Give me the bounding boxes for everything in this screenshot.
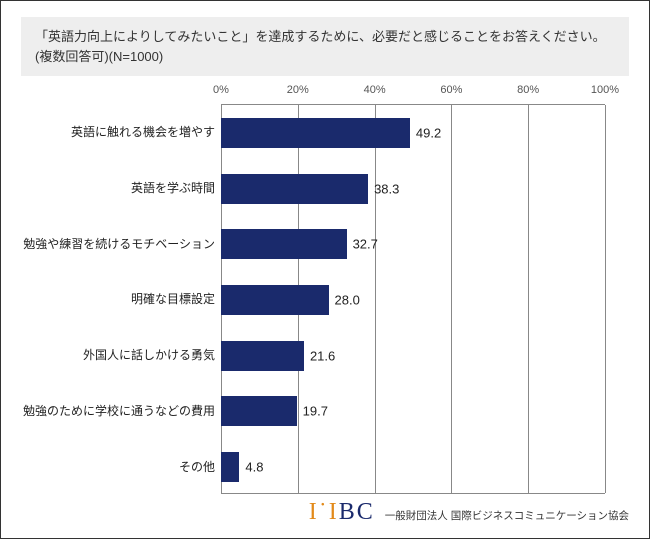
bar: 19.7 [221, 396, 297, 426]
bar-row: 21.6 [221, 328, 605, 384]
x-tick-label: 60% [440, 84, 462, 96]
value-label: 38.3 [374, 181, 399, 196]
x-tick-label: 0% [213, 84, 229, 96]
x-axis: 0%20%40%60%80%100% [221, 84, 605, 104]
bar-row: 38.3 [221, 161, 605, 217]
category-labels-column: 英語に触れる機会を増やす英語を学ぶ時間勉強や練習を続けるモチベーション明確な目標… [21, 104, 221, 494]
gridline [605, 105, 606, 493]
bar-row: 49.2 [221, 105, 605, 161]
value-label: 4.8 [245, 460, 263, 475]
x-tick-label: 100% [591, 84, 619, 96]
value-label: 21.6 [310, 348, 335, 363]
x-tick-label: 20% [287, 84, 309, 96]
bar-row: 28.0 [221, 272, 605, 328]
category-label: 外国人に話しかける勇気 [21, 346, 215, 363]
bar-row: 19.7 [221, 384, 605, 440]
chart-area: 0% 20% 40% 60% 80% 100% 英語に触れる機会を増やす英語を学ぶ時間勉強… [21, 84, 629, 494]
category-label: 明確な目標設定 [21, 290, 215, 307]
chart-title: 「英語力向上によりしてみたいこと」を達成するために、必要だと感じることをお答えく… [21, 17, 629, 76]
bar: 4.8 [221, 452, 239, 482]
bar: 32.7 [221, 229, 347, 259]
footer: I˙IBC 一般財団法人 国際ビジネスコミュニケーション協会 [309, 499, 629, 526]
x-tick-label: 80% [517, 84, 539, 96]
plot-area: 49.2 38.3 32.7 28.0 21.6 19.7 4.8 [221, 104, 605, 494]
category-label: 英語を学ぶ時間 [21, 179, 215, 196]
value-label: 32.7 [353, 237, 378, 252]
iibc-logo: I˙IBC [309, 499, 375, 526]
x-tick-label: 40% [364, 84, 386, 96]
value-label: 19.7 [303, 404, 328, 419]
value-label: 49.2 [416, 125, 441, 140]
bar: 21.6 [221, 341, 304, 371]
category-label: 勉強や練習を続けるモチベーション [21, 235, 215, 252]
bar: 28.0 [221, 285, 329, 315]
bar-row: 32.7 [221, 216, 605, 272]
value-label: 28.0 [335, 292, 360, 307]
category-label: その他 [21, 458, 215, 475]
category-label: 勉強のために学校に通うなどの費用 [21, 402, 215, 419]
organization-name: 一般財団法人 国際ビジネスコミュニケーション協会 [385, 508, 629, 523]
category-label: 英語に触れる機会を増やす [21, 123, 215, 140]
bar: 38.3 [221, 174, 368, 204]
bar: 49.2 [221, 118, 410, 148]
bar-row: 4.8 [221, 439, 605, 495]
